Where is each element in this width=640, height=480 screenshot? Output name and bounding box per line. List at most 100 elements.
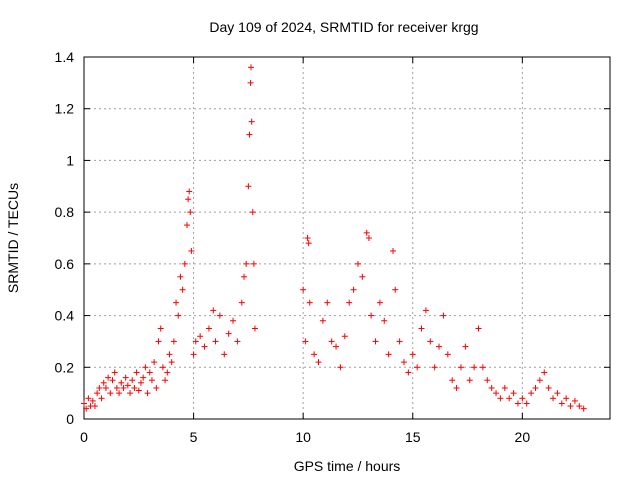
data-point bbox=[243, 260, 250, 267]
data-point bbox=[170, 338, 177, 345]
data-point bbox=[221, 351, 228, 358]
data-point bbox=[440, 312, 447, 319]
data-point bbox=[444, 351, 451, 358]
y-tick-label: 0.8 bbox=[55, 204, 75, 220]
data-point bbox=[315, 359, 322, 366]
data-point bbox=[328, 338, 335, 345]
x-tick-label: 10 bbox=[295, 429, 311, 445]
y-tick-label: 0.4 bbox=[55, 308, 75, 324]
data-point bbox=[185, 196, 192, 203]
data-point bbox=[550, 395, 557, 402]
data-point bbox=[184, 222, 191, 229]
data-point bbox=[197, 333, 204, 340]
data-point bbox=[113, 384, 120, 391]
data-point bbox=[166, 351, 173, 358]
data-point bbox=[91, 403, 98, 410]
data-point bbox=[306, 299, 313, 306]
data-point bbox=[120, 384, 127, 391]
data-point bbox=[129, 377, 136, 384]
point-layer bbox=[81, 64, 587, 412]
data-point bbox=[337, 364, 344, 371]
x-tick-label: 0 bbox=[80, 429, 88, 445]
data-point bbox=[528, 390, 535, 397]
data-point bbox=[137, 379, 144, 386]
data-point bbox=[368, 312, 375, 319]
data-point bbox=[449, 377, 456, 384]
y-axis-label: SRMTID / TECUs bbox=[5, 183, 21, 293]
data-point bbox=[98, 395, 105, 402]
data-point bbox=[140, 374, 147, 381]
data-point bbox=[248, 118, 255, 125]
data-point bbox=[475, 325, 482, 332]
data-point bbox=[201, 343, 208, 350]
data-point bbox=[488, 384, 495, 391]
data-point bbox=[107, 390, 114, 397]
data-point bbox=[105, 374, 112, 381]
data-point bbox=[225, 330, 232, 337]
data-point bbox=[576, 403, 583, 410]
data-point bbox=[346, 299, 353, 306]
data-point bbox=[142, 364, 149, 371]
data-point bbox=[510, 390, 517, 397]
data-point bbox=[89, 397, 96, 404]
data-point bbox=[124, 382, 131, 389]
data-point bbox=[155, 338, 162, 345]
data-point bbox=[319, 317, 326, 324]
data-point bbox=[571, 397, 578, 404]
data-point bbox=[240, 273, 247, 280]
data-point bbox=[249, 209, 256, 216]
y-tick-label: 0.2 bbox=[55, 359, 75, 375]
data-point bbox=[523, 400, 530, 407]
data-point bbox=[168, 359, 175, 366]
data-point bbox=[135, 387, 142, 394]
data-point bbox=[245, 183, 252, 190]
y-tick-label: 1.2 bbox=[55, 101, 75, 117]
data-point bbox=[453, 384, 460, 391]
y-tick-label: 1.4 bbox=[55, 49, 75, 65]
data-point bbox=[532, 384, 539, 391]
data-point bbox=[431, 364, 438, 371]
data-point bbox=[396, 338, 403, 345]
y-tick-label: 0 bbox=[66, 411, 74, 427]
data-point bbox=[230, 317, 237, 324]
x-tick-label: 20 bbox=[515, 429, 531, 445]
data-point bbox=[372, 338, 379, 345]
data-point bbox=[479, 364, 486, 371]
data-point bbox=[102, 384, 109, 391]
data-point bbox=[311, 351, 318, 358]
data-point bbox=[466, 377, 473, 384]
data-point bbox=[96, 384, 103, 391]
data-point bbox=[341, 333, 348, 340]
data-point bbox=[144, 390, 151, 397]
data-point bbox=[122, 374, 129, 381]
data-point bbox=[179, 286, 186, 293]
y-tick-label: 1 bbox=[66, 152, 74, 168]
data-point bbox=[324, 299, 331, 306]
data-point bbox=[133, 369, 140, 376]
data-point bbox=[304, 235, 311, 241]
data-point bbox=[247, 79, 254, 86]
data-point bbox=[567, 403, 574, 410]
data-point bbox=[148, 377, 155, 384]
data-point bbox=[109, 377, 116, 384]
data-point bbox=[146, 369, 153, 376]
data-point bbox=[422, 307, 429, 314]
data-point bbox=[246, 131, 253, 138]
data-point bbox=[436, 343, 443, 350]
data-point bbox=[580, 405, 587, 412]
data-point bbox=[385, 351, 392, 358]
data-point bbox=[164, 369, 171, 376]
data-point bbox=[471, 364, 478, 371]
data-point bbox=[157, 325, 164, 332]
data-point bbox=[392, 286, 399, 293]
data-point bbox=[159, 364, 166, 371]
data-point bbox=[414, 364, 421, 371]
data-point bbox=[212, 338, 219, 345]
data-point bbox=[100, 379, 107, 386]
grid-layer bbox=[84, 57, 610, 419]
y-tick-label: 0.6 bbox=[55, 256, 75, 272]
x-tick-label: 15 bbox=[405, 429, 421, 445]
data-point bbox=[81, 400, 87, 407]
tick-layer: 0 0.2 0.4 0.6 0.8 1 1.2 1.4 0 5 10 15 20 bbox=[55, 49, 610, 445]
data-point bbox=[192, 338, 199, 345]
